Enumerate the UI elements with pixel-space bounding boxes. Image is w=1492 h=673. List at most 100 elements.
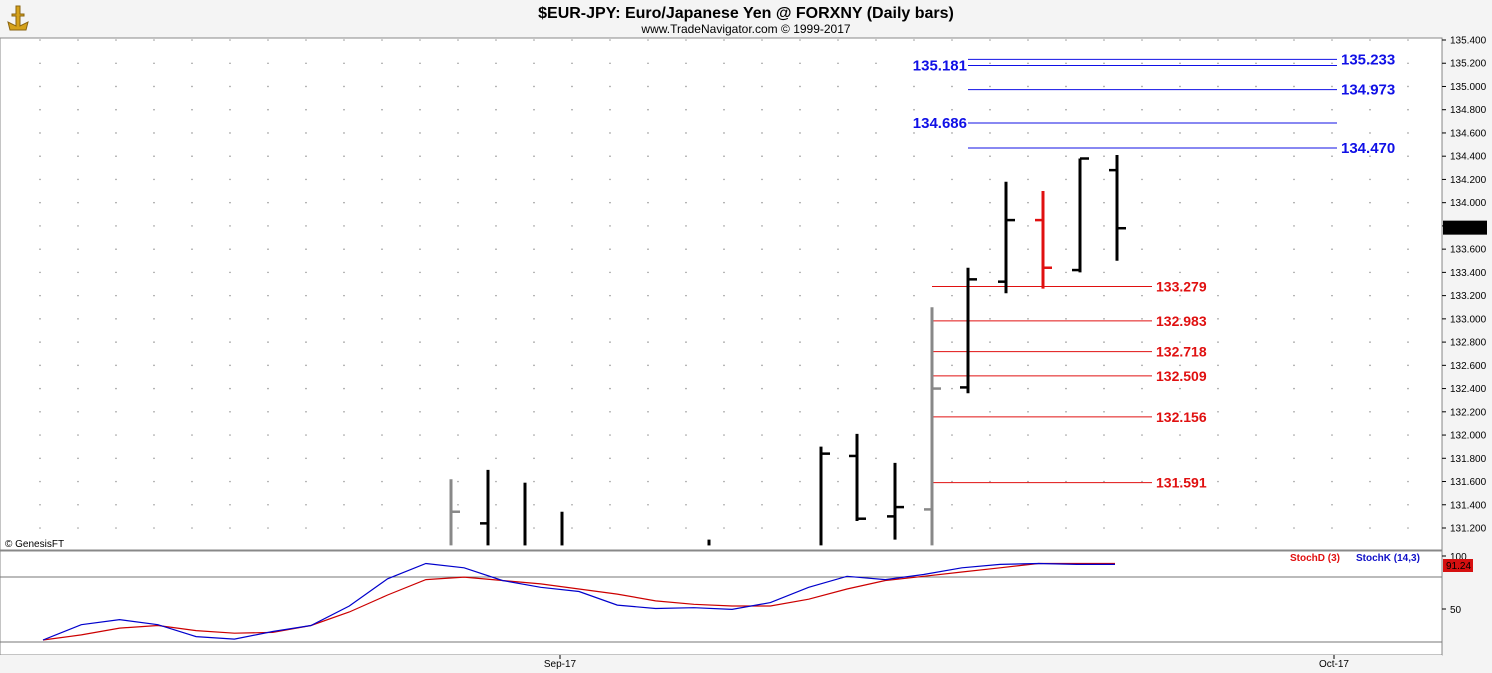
chart-title: $EUR-JPY: Euro/Japanese Yen @ FORXNY (Da… bbox=[538, 5, 954, 22]
grid-dot bbox=[1217, 294, 1219, 297]
grid-dot bbox=[343, 201, 345, 204]
grid-dot bbox=[761, 480, 763, 483]
grid-dot bbox=[609, 132, 611, 134]
grid-dot bbox=[1103, 503, 1105, 506]
grid-dot bbox=[191, 480, 193, 483]
grid-dot bbox=[1331, 39, 1333, 41]
grid-dot bbox=[39, 387, 41, 390]
grid-dot bbox=[533, 201, 535, 204]
grid-dot bbox=[799, 201, 801, 204]
grid-dot bbox=[1065, 85, 1067, 88]
grid-dot bbox=[115, 155, 117, 157]
grid-dot bbox=[343, 411, 345, 413]
grid-dot bbox=[571, 108, 573, 111]
grid-dot bbox=[153, 155, 155, 157]
grid-dot bbox=[533, 132, 535, 134]
grid-dot bbox=[761, 62, 763, 65]
grid-dot bbox=[1255, 503, 1257, 506]
grid-dot bbox=[39, 39, 41, 41]
grid-dot bbox=[761, 85, 763, 88]
grid-dot bbox=[1293, 248, 1295, 250]
grid-dot bbox=[1179, 39, 1181, 41]
grid-dot bbox=[685, 294, 687, 297]
grid-dot bbox=[1331, 434, 1333, 436]
grid-dot bbox=[609, 480, 611, 483]
grid-dot bbox=[761, 341, 763, 343]
grid-dot bbox=[1103, 201, 1105, 204]
grid-dot bbox=[191, 411, 193, 413]
grid-dot bbox=[1407, 387, 1409, 390]
grid-dot bbox=[457, 132, 459, 134]
grid-dot bbox=[495, 364, 497, 367]
grid-dot bbox=[1255, 527, 1257, 529]
grid-dot bbox=[1141, 434, 1143, 436]
grid-dot bbox=[647, 132, 649, 134]
grid-dot bbox=[1141, 62, 1143, 65]
grid-dot bbox=[495, 318, 497, 320]
grid-dot bbox=[533, 225, 535, 227]
grid-dot bbox=[609, 364, 611, 367]
grid-dot bbox=[229, 387, 231, 390]
grid-dot bbox=[1217, 132, 1219, 134]
grid-dot bbox=[571, 62, 573, 65]
grid-dot bbox=[989, 294, 991, 297]
grid-dot bbox=[229, 294, 231, 297]
grid-dot bbox=[419, 387, 421, 390]
grid-dot bbox=[267, 62, 269, 65]
grid-dot bbox=[533, 178, 535, 181]
grid-dot bbox=[571, 155, 573, 157]
grid-dot bbox=[1179, 132, 1181, 134]
grid-dot bbox=[1369, 341, 1371, 343]
grid-dot bbox=[837, 39, 839, 41]
legend-stoch-k: StochK (14,3) bbox=[1356, 553, 1420, 564]
grid-dot bbox=[495, 341, 497, 343]
grid-dot bbox=[1065, 62, 1067, 65]
grid-dot bbox=[1217, 387, 1219, 390]
grid-dot bbox=[1217, 411, 1219, 413]
grid-dot bbox=[837, 178, 839, 181]
grid-dot bbox=[305, 318, 307, 320]
grid-dot bbox=[875, 85, 877, 88]
grid-dot bbox=[1141, 85, 1143, 88]
grid-dot bbox=[989, 39, 991, 41]
ohlc-bar bbox=[480, 469, 490, 546]
grid-dot bbox=[799, 85, 801, 88]
grid-dot bbox=[1141, 457, 1143, 460]
grid-dot bbox=[1179, 271, 1181, 274]
grid-dot bbox=[1065, 294, 1067, 297]
grid-dot bbox=[39, 341, 41, 343]
grid-dot bbox=[533, 457, 535, 460]
grid-dot bbox=[609, 178, 611, 181]
grid-dot bbox=[115, 387, 117, 390]
grid-dot bbox=[1331, 318, 1333, 320]
grid-dot bbox=[913, 318, 915, 320]
grid-dot bbox=[343, 527, 345, 529]
grid-dot bbox=[1141, 503, 1143, 506]
grid-dot bbox=[1103, 364, 1105, 367]
grid-dot bbox=[1065, 527, 1067, 529]
grid-dot bbox=[951, 108, 953, 111]
grid-dot bbox=[1217, 155, 1219, 157]
grid-dot bbox=[1027, 318, 1029, 320]
grid-dot bbox=[1027, 387, 1029, 390]
grid-dot bbox=[419, 480, 421, 483]
grid-dot bbox=[1331, 85, 1333, 88]
grid-dot bbox=[39, 155, 41, 157]
grid-dot bbox=[647, 503, 649, 506]
grid-dot bbox=[723, 318, 725, 320]
grid-dot bbox=[837, 225, 839, 227]
grid-dot bbox=[1407, 318, 1409, 320]
grid-dot bbox=[951, 411, 953, 413]
ohlc-bar bbox=[998, 181, 1015, 294]
grid-dot bbox=[1103, 294, 1105, 297]
grid-dot bbox=[191, 364, 193, 367]
ohlc-bar bbox=[887, 462, 904, 540]
grid-dot bbox=[1255, 457, 1257, 460]
grid-dot bbox=[495, 503, 497, 506]
grid-dot bbox=[609, 294, 611, 297]
grid-dot bbox=[1369, 318, 1371, 320]
grid-dot bbox=[457, 201, 459, 204]
grid-dot bbox=[1141, 387, 1143, 390]
grid-dot bbox=[1331, 294, 1333, 297]
grid-dot bbox=[685, 108, 687, 111]
